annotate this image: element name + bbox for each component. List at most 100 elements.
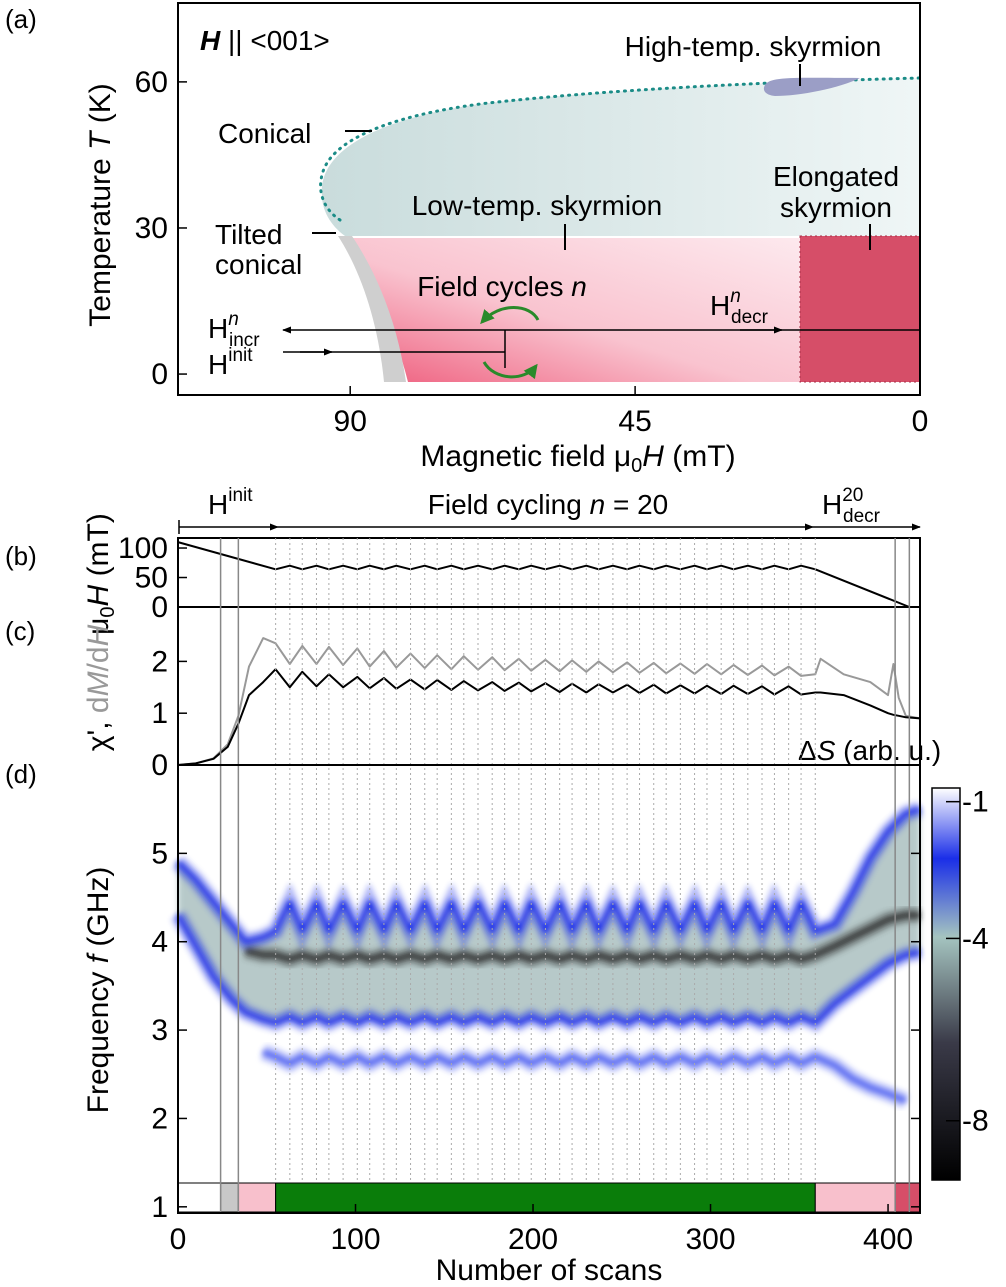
annotation: Hn decr <box>710 286 769 328</box>
label-part: Δ <box>798 735 817 766</box>
label-part: 20 <box>842 485 863 506</box>
label-part: decr <box>843 506 881 527</box>
panel-label: (a) <box>5 4 37 34</box>
colorbar-label: ΔS (arb. u.) <box>798 735 941 766</box>
annotation-part: H <box>208 313 228 344</box>
label-part: (arb. u.) <box>835 735 941 766</box>
colorbar-tick-label: -4 <box>962 922 989 955</box>
annotation: Hn incr <box>208 309 260 351</box>
plot-frame <box>177 2 921 396</box>
y-axis-label: Temperature T (K) <box>84 83 117 326</box>
label-part: (K) <box>84 83 117 131</box>
annotation-part: H <box>208 349 228 380</box>
colorbar <box>931 787 961 1181</box>
y-tick-label: 100 <box>118 532 168 565</box>
x-tick-label: 400 <box>863 1223 913 1256</box>
phase-bar-segment <box>894 1182 921 1213</box>
annotation-part: Field cycles <box>417 271 571 302</box>
x-axis-label: Magnetic field μ0H (mT) <box>420 440 735 477</box>
mode-line <box>176 806 921 945</box>
annotation-part: init <box>228 345 253 366</box>
panel-label: (c) <box>5 616 35 646</box>
conical-boundary <box>319 76 922 222</box>
annotation: Elongated <box>773 161 899 192</box>
mode-line <box>262 1049 907 1104</box>
label-part: χ', <box>82 713 115 751</box>
phase-regions <box>319 76 922 383</box>
annotation-part: decr <box>731 307 769 328</box>
y-axis-label: χ', dM/dH <box>82 624 115 751</box>
annotation-part: H <box>710 290 730 321</box>
data-line <box>177 637 921 766</box>
field-arrows <box>282 306 920 380</box>
label-part: = 20 <box>605 489 668 520</box>
y-tick-label: 3 <box>151 1014 168 1047</box>
y-axis-label: μ0H (mT) <box>82 513 119 635</box>
label-part: (mT) <box>82 513 115 585</box>
data-line <box>177 668 921 766</box>
plot-frame <box>177 764 921 1214</box>
colorbar-tick-label: -8 <box>962 1105 989 1138</box>
annotation: Low-temp. skyrmion <box>412 190 663 221</box>
annotation-part: n <box>730 286 741 307</box>
x-tick-label: 100 <box>330 1223 380 1256</box>
annotation-part: || <001> <box>220 25 330 56</box>
stage-label: H20 decr <box>822 485 881 527</box>
plot-frame <box>177 537 921 608</box>
label-part: M <box>82 671 115 696</box>
x-tick-label: 45 <box>618 405 651 438</box>
annotation-part: n <box>571 271 587 302</box>
cycle-arrow <box>482 361 538 380</box>
x-tick-label: 90 <box>334 405 367 438</box>
label-part: (mT) <box>664 440 736 473</box>
low-temp-skyrmion-region <box>340 238 800 382</box>
x-axis-label: Number of scans <box>436 1254 663 1287</box>
cycle-arrow <box>480 306 540 325</box>
phase-bar-segment <box>237 1182 277 1213</box>
y-tick-label: 1 <box>151 1191 168 1224</box>
x-tick-label: 0 <box>912 405 929 438</box>
annotation: Hinit <box>208 345 253 380</box>
x-tick-label: 0 <box>170 1223 187 1256</box>
label-part: n <box>590 489 606 520</box>
label-part: Frequency <box>82 963 115 1113</box>
label-part: (GHz) <box>82 867 115 955</box>
x-tick-label: 300 <box>686 1223 736 1256</box>
y-tick-label: 50 <box>135 562 168 595</box>
annotation: High-temp. skyrmion <box>625 31 882 62</box>
annotation-part: n <box>228 309 239 330</box>
label-part: /d <box>82 646 115 671</box>
annotation-part: incr <box>229 330 260 351</box>
label-part: H <box>208 489 228 520</box>
label-part: H <box>82 584 115 606</box>
label-part: Field cycling <box>428 489 590 520</box>
colorbar-tick-label: -1 <box>962 786 989 819</box>
label-part: T <box>84 129 117 150</box>
label-part: μ <box>82 618 115 635</box>
annotation: conical <box>215 249 302 280</box>
y-tick-label: 5 <box>151 837 168 870</box>
y-tick-label: 1 <box>151 697 168 730</box>
y-tick-label: 2 <box>151 1102 168 1135</box>
high-temp-skyrmion-region <box>763 77 860 96</box>
annotation: H || <001> <box>200 25 330 56</box>
annotation: Field cycles n <box>417 271 587 302</box>
y-tick-label: 60 <box>135 66 168 99</box>
phase-bar-segment <box>177 1182 222 1213</box>
x-tick-label: 200 <box>508 1223 558 1256</box>
label-part: 0 <box>631 455 642 477</box>
annotation: Conical <box>218 118 311 149</box>
label-part: H <box>822 489 842 520</box>
stage-label: Field cycling n = 20 <box>428 489 668 520</box>
y-axis-label: Frequency f (GHz) <box>82 867 115 1114</box>
label-part: 0 <box>97 606 119 617</box>
y-tick-label: 0 <box>151 749 168 782</box>
annotation: Tilted <box>215 219 282 250</box>
label-part: Magnetic field μ <box>420 440 631 473</box>
label-part: S <box>817 735 836 766</box>
y-tick-label: 0 <box>151 591 168 624</box>
annotation: skyrmion <box>780 192 892 223</box>
label-part: H <box>82 624 115 646</box>
mode-band <box>178 809 920 1023</box>
